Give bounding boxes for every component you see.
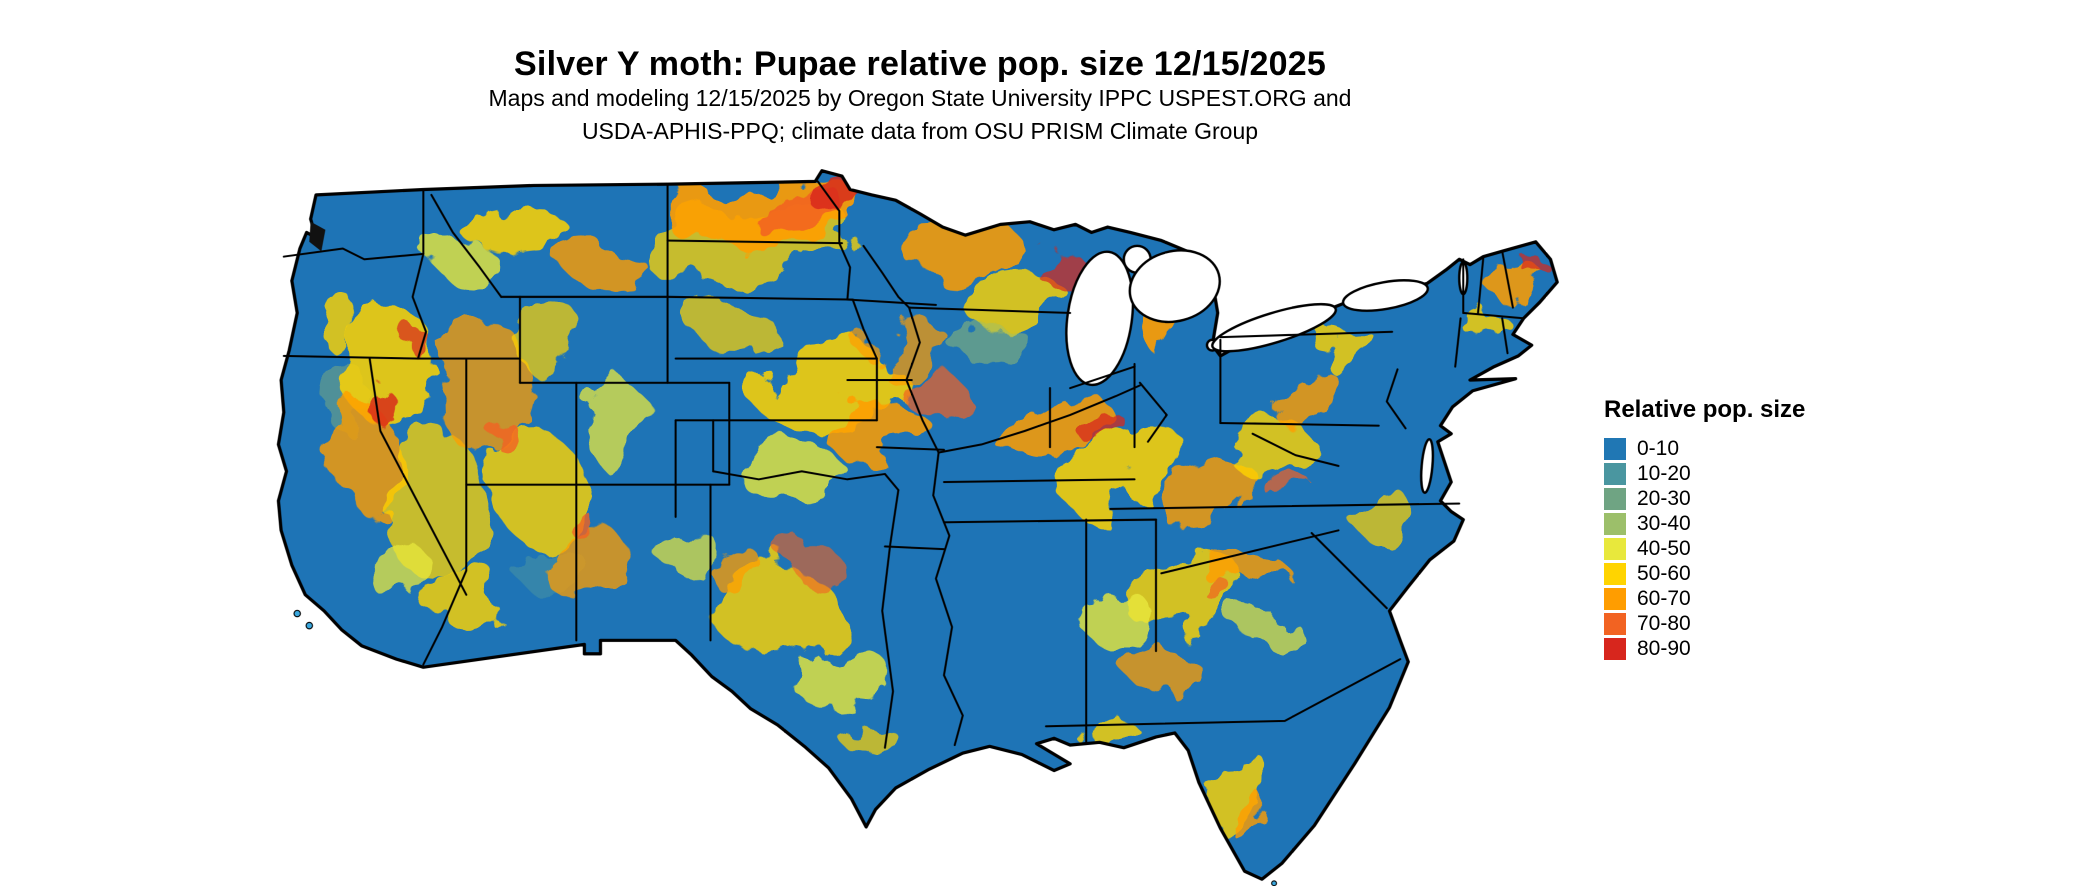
legend-swatch — [1604, 512, 1626, 535]
lake-ontario — [1341, 279, 1429, 312]
legend-row: 70-80 — [1604, 611, 1805, 636]
legend-label: 0-10 — [1637, 437, 1680, 460]
us-map — [265, 168, 1580, 886]
legend-row: 50-60 — [1604, 561, 1805, 586]
legend-label: 20-30 — [1637, 487, 1691, 510]
channel-island — [305, 621, 314, 630]
legend-row: 10-20 — [1604, 461, 1805, 486]
legend-swatch — [1604, 612, 1626, 635]
map-title: Silver Y moth: Pupae relative pop. size … — [514, 44, 1326, 83]
map-subtitle: Maps and modeling 12/15/2025 by Oregon S… — [0, 82, 1840, 148]
legend: Relative pop. size 0-10 10-20 20-30 30-4… — [1604, 396, 1805, 661]
legend-swatch — [1604, 562, 1626, 585]
florida-keys — [1271, 880, 1278, 886]
legend-label: 60-70 — [1637, 587, 1691, 610]
legend-swatch — [1604, 637, 1626, 660]
legend-row: 40-50 — [1604, 536, 1805, 561]
legend-row: 20-30 — [1604, 486, 1805, 511]
legend-swatch — [1604, 537, 1626, 560]
coastal-details — [293, 221, 1278, 886]
lake-erie — [1211, 302, 1338, 353]
legend-row: 80-90 — [1604, 636, 1805, 661]
legend-label: 70-80 — [1637, 612, 1691, 635]
chesapeake-bay — [1419, 438, 1435, 494]
legend-swatch — [1604, 487, 1626, 510]
map-subtitle-line2: USDA-APHIS-PPQ; climate data from OSU PR… — [581, 118, 1259, 144]
puget-sound-mark — [309, 221, 326, 252]
legend-label: 80-90 — [1637, 637, 1691, 660]
legend-row: 0-10 — [1604, 436, 1805, 461]
state-boundaries — [282, 180, 1525, 749]
legend-swatch — [1604, 462, 1626, 485]
great-lakes — [1065, 244, 1469, 494]
legend-label: 30-40 — [1637, 512, 1691, 535]
us-map-raster — [276, 169, 1559, 881]
lake-huron — [1128, 249, 1221, 324]
legend-label: 40-50 — [1637, 537, 1691, 560]
legend-label: 10-20 — [1637, 462, 1691, 485]
legend-row: 30-40 — [1604, 511, 1805, 536]
channel-island — [293, 609, 301, 618]
us-map-svg — [276, 169, 1559, 886]
map-subtitle-line1: Maps and modeling 12/15/2025 by Oregon S… — [488, 85, 1352, 111]
legend-label: 50-60 — [1637, 562, 1691, 585]
legend-row: 60-70 — [1604, 586, 1805, 611]
legend-title: Relative pop. size — [1604, 396, 1806, 423]
legend-swatch — [1604, 587, 1626, 610]
legend-swatch — [1604, 437, 1626, 460]
